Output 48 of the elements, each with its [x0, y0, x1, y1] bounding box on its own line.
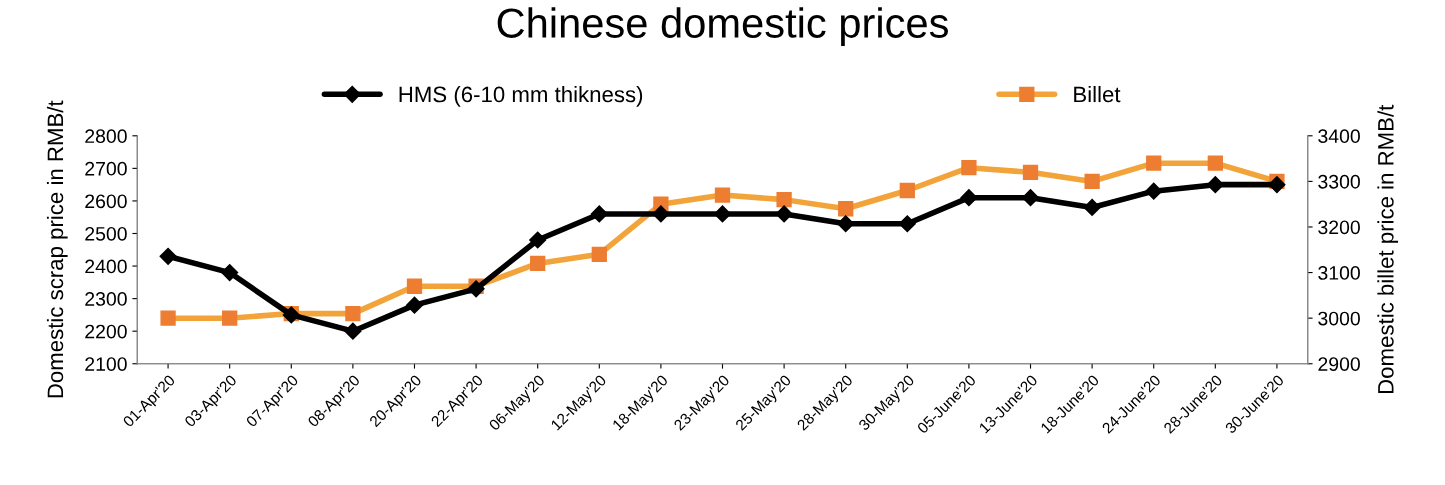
y-tick-label: 2500 [85, 226, 127, 241]
y2-tick-label: 2900 [1318, 357, 1360, 371]
point [1146, 155, 1162, 171]
point [652, 205, 670, 223]
point [899, 182, 915, 199]
point [1083, 198, 1101, 216]
point [405, 296, 424, 314]
point [590, 205, 608, 223]
point [1206, 176, 1224, 194]
point [1268, 176, 1286, 194]
point [1084, 173, 1100, 190]
point [160, 310, 176, 326]
point [221, 264, 239, 282]
point [960, 189, 978, 207]
y-tick-label: 2200 [85, 324, 127, 339]
y-tick-label: 2300 [85, 292, 127, 306]
y2-tick-label: 3400 [1318, 129, 1360, 144]
point [222, 310, 238, 326]
point [838, 201, 854, 217]
point [961, 160, 977, 176]
point [1145, 182, 1163, 200]
point [467, 280, 485, 298]
point [1207, 155, 1223, 171]
y-tick-label: 2100 [85, 357, 127, 371]
legend-label: HMS (6-10 mm thikness) [399, 85, 643, 107]
point [714, 187, 731, 203]
legend-label: Billet [1074, 85, 1121, 103]
y2-tick-label: 3100 [1318, 266, 1360, 280]
point [530, 255, 546, 272]
y-tick-label: 2600 [85, 194, 127, 209]
point [529, 231, 547, 249]
point [591, 246, 607, 262]
y2-tick-label: 3000 [1318, 311, 1360, 326]
y2-axis-title: Domestic billet price in RMB/t [1377, 104, 1399, 394]
point [344, 322, 362, 340]
chart-title: Chinese domestic prices [497, 7, 948, 47]
y2-tick-label: 3200 [1318, 220, 1360, 235]
point [1022, 164, 1039, 180]
y2-tick-label: 3300 [1318, 174, 1360, 189]
point [775, 205, 793, 223]
point [776, 191, 792, 208]
point [159, 247, 177, 265]
y-tick-label: 2400 [85, 259, 127, 274]
y-tick-label: 2700 [85, 161, 127, 176]
point [406, 278, 423, 294]
y-axis-title: Domestic scrap price in RMB/t [46, 100, 68, 398]
point [345, 305, 361, 322]
y-tick-label: 2800 [85, 129, 127, 144]
